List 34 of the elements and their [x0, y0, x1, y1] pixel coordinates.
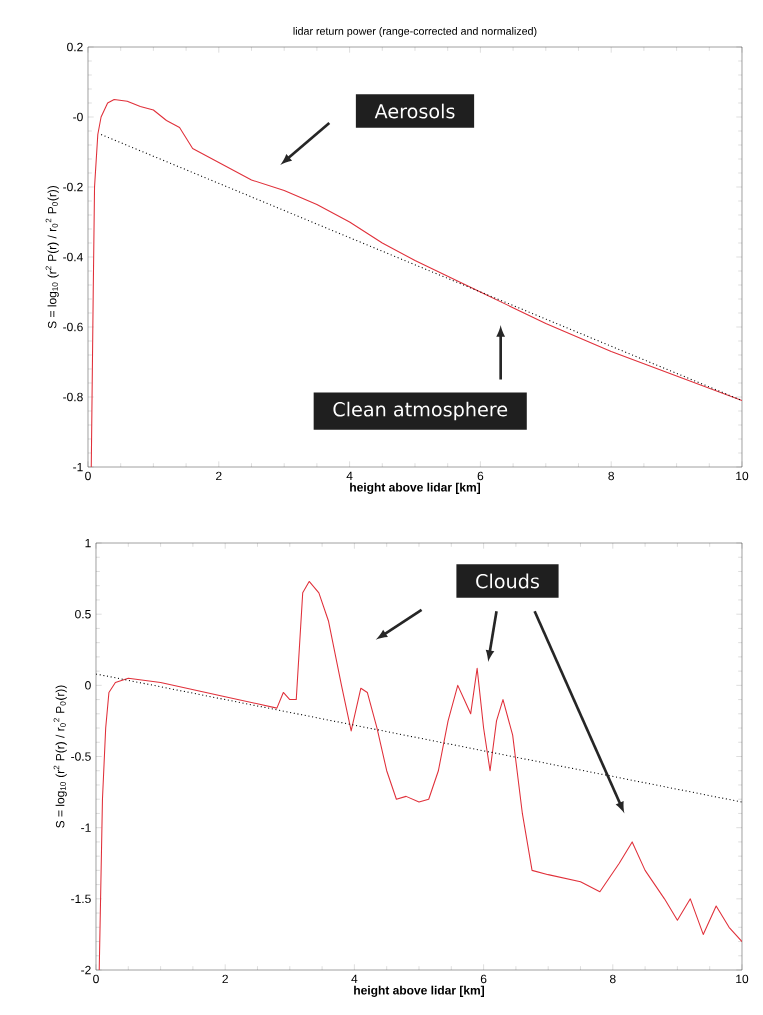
text: S = log$_{10}$ (r$^{2}$ P(r) / r$_{0}$$^{2}$ P$_{0}$(r))	[53, 685, 67, 828]
y-tick-label: -1.5	[71, 894, 91, 904]
line-series	[90, 98, 742, 468]
y-tick-label: -0.8	[63, 392, 83, 402]
x-tick-label: 10	[736, 471, 749, 481]
y-tick-label: -1	[81, 823, 91, 832]
x-tick-label: 8	[608, 471, 615, 481]
annotation: Clouds	[476, 573, 539, 589]
y-tick-label: -0.6	[63, 322, 83, 332]
y-tick-label: -0.2	[63, 182, 83, 192]
text: S = log$_{10}$ (r$^{2}$ P(r) / r$_{0}$$^{2}$ P$_{0}$(r))	[45, 185, 59, 329]
x-tick-label: 10	[736, 974, 749, 984]
annotation: Clean atmosphere	[333, 401, 508, 421]
y-tick-label: -0	[73, 112, 83, 122]
x-tick-label: 6	[477, 471, 484, 481]
x-tick-label: 4	[351, 974, 358, 983]
y-tick-label: 0.2	[67, 42, 83, 52]
x-tick-label: 8	[609, 974, 616, 984]
y-tick-label: -0.4	[63, 252, 83, 262]
y-tick-label: -0.5	[71, 752, 91, 761]
y-tick-label: 0.5	[75, 609, 91, 619]
y-tick-label: 0	[85, 681, 91, 690]
y-tick-label: 1	[85, 538, 91, 548]
y-tick-label: -1	[73, 462, 83, 472]
annotation: Aerosols	[374, 103, 455, 119]
chart-title: lidar return power (range-corrected and normalized)	[293, 27, 537, 37]
x-tick-label: 2	[222, 974, 228, 984]
x-tick-label: 6	[480, 974, 487, 984]
y-tick-label: -2	[81, 965, 91, 975]
x-tick-label: 4	[346, 471, 353, 480]
x-axis-title: height above lidar [km]	[350, 482, 480, 494]
x-tick-label: 2	[216, 471, 222, 481]
x-axis-title: height above lidar [km]	[354, 985, 484, 997]
x-tick-label: 0	[93, 974, 99, 984]
